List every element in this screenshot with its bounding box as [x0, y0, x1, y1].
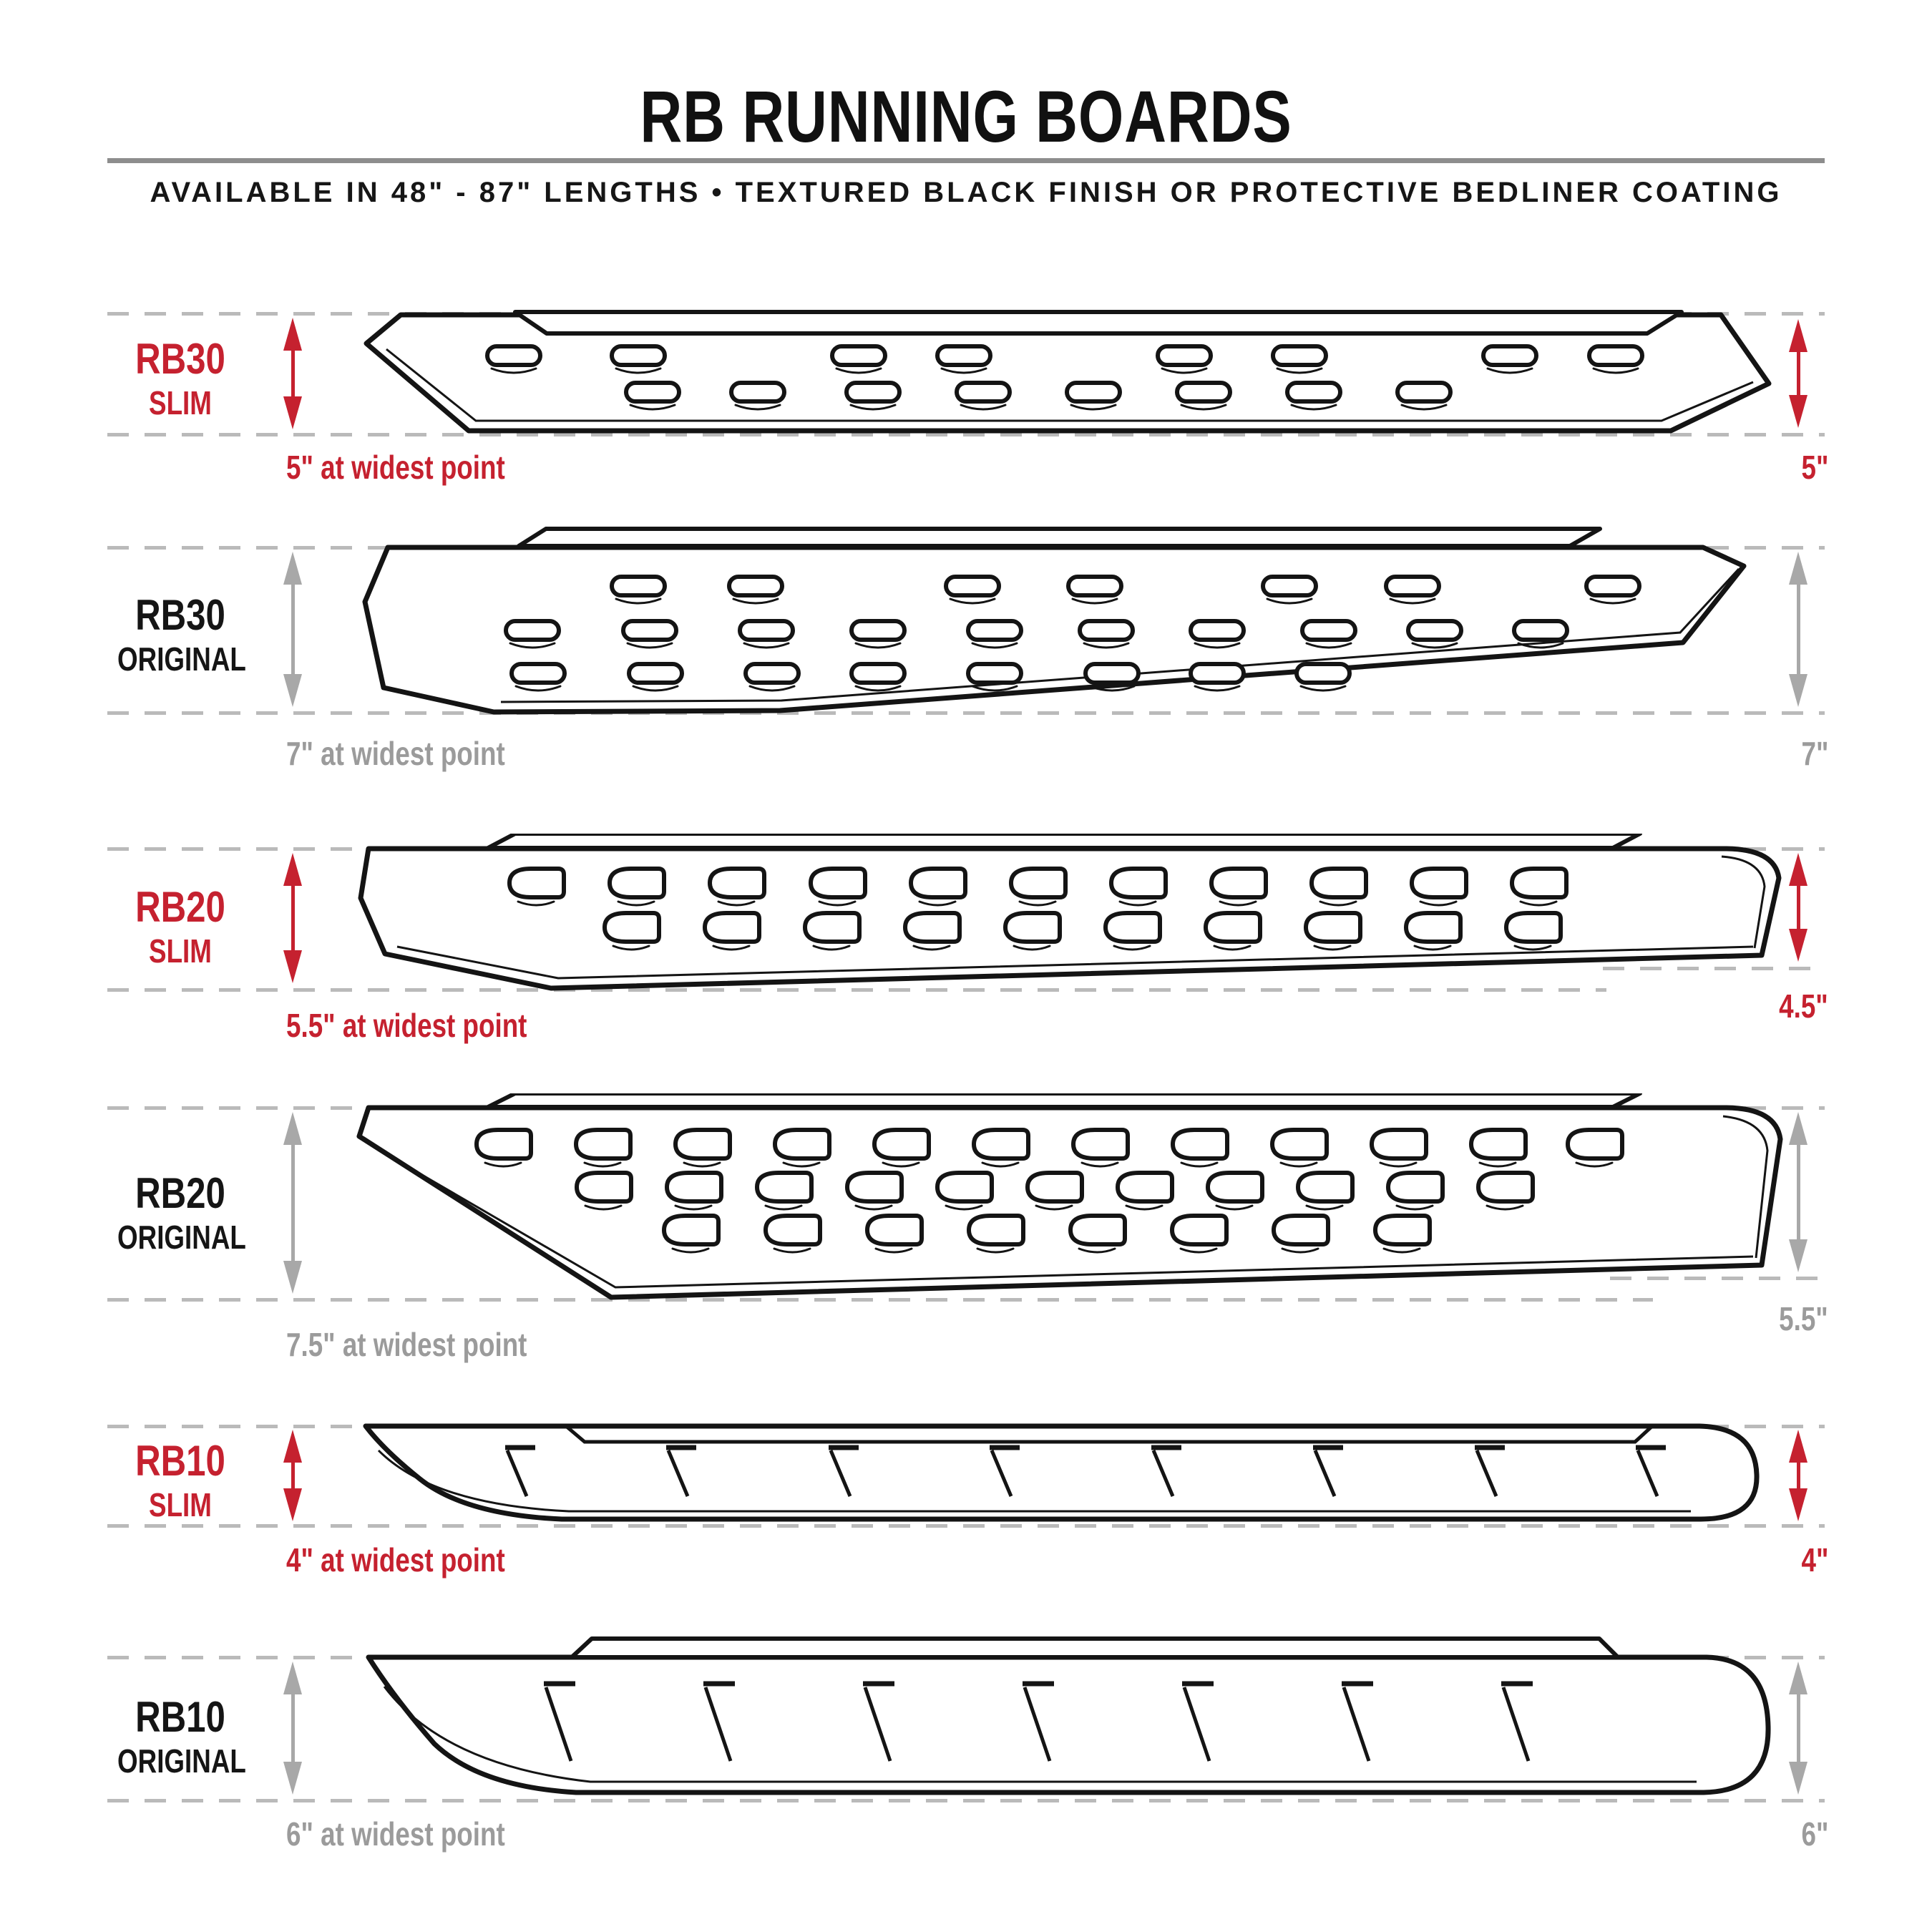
- model-name: RB10: [135, 1693, 225, 1741]
- height-arrow-left: [283, 318, 302, 429]
- page-title: RB RUNNING BOARDS: [640, 76, 1292, 157]
- widest-point-caption: 4" at widest point: [286, 1541, 505, 1579]
- rb10-original-board-drawing: [366, 1636, 1771, 1795]
- dashed-guide-line: [107, 988, 1606, 992]
- model-name: RB30: [135, 335, 225, 383]
- height-arrow-left: [283, 552, 302, 707]
- widest-point-caption: 7" at widest point: [286, 735, 505, 772]
- board-label: RB30 ORIGINAL: [102, 591, 259, 678]
- rb10-slim-board-drawing: [363, 1423, 1760, 1522]
- dashed-guide-line-right: [1610, 1277, 1825, 1280]
- widest-point-caption: 7.5" at widest point: [286, 1326, 527, 1363]
- right-height-label: 4": [1801, 1541, 1828, 1579]
- height-arrow-right: [1789, 1112, 1807, 1272]
- height-arrow-left: [283, 1662, 302, 1795]
- rb20-slim-board-drawing: [358, 834, 1782, 991]
- right-height-label: 4.5": [1779, 987, 1828, 1025]
- dashed-guide-line: [107, 1524, 1825, 1528]
- height-arrow-left: [283, 1112, 302, 1294]
- variant-name: ORIGINAL: [117, 640, 246, 678]
- dashed-guide-line-right: [1603, 967, 1825, 970]
- rb20-original-board-drawing: [356, 1093, 1783, 1300]
- board-label: RB30 SLIM: [102, 335, 259, 421]
- right-height-label: 7": [1801, 735, 1828, 772]
- dashed-guide-line: [107, 1298, 1653, 1302]
- height-arrow-left: [283, 1430, 302, 1521]
- height-arrow-right: [1789, 552, 1807, 707]
- height-arrow-right: [1789, 319, 1807, 428]
- rb30-original-board-drawing: [362, 527, 1747, 715]
- row-rb30-slim: RB30 SLIM 5" at widest point 5": [0, 308, 1932, 515]
- variant-name: SLIM: [149, 384, 212, 421]
- variant-name: ORIGINAL: [117, 1742, 246, 1780]
- right-height-label: 5": [1801, 449, 1828, 486]
- dashed-guide-line: [107, 433, 1825, 436]
- rb30-slim-board-drawing: [364, 310, 1772, 434]
- model-name: RB10: [135, 1437, 225, 1485]
- height-arrow-right: [1789, 1662, 1807, 1795]
- title-divider-rule: [107, 158, 1825, 163]
- row-rb10-slim: RB10 SLIM 4" at widest point 4": [0, 1420, 1932, 1610]
- dashed-guide-line: [107, 711, 1825, 715]
- row-rb20-original: RB20 ORIGINAL 7.5" at widest point 5.5": [0, 1093, 1932, 1376]
- widest-point-caption: 5.5" at widest point: [286, 1007, 527, 1044]
- board-label: RB20 ORIGINAL: [102, 1172, 259, 1254]
- variant-name: SLIM: [149, 932, 212, 970]
- board-label: RB10 ORIGINAL: [102, 1693, 259, 1780]
- height-arrow-left: [283, 853, 302, 983]
- row-rb20-slim: RB20 SLIM 5.5" at widest point 4.5": [0, 834, 1932, 1084]
- variant-name: ORIGINAL: [117, 1219, 246, 1256]
- height-arrow-right: [1789, 853, 1807, 962]
- widest-point-caption: 6" at widest point: [286, 1815, 505, 1853]
- dashed-guide-line: [107, 1799, 1825, 1802]
- height-arrow-right: [1789, 1430, 1807, 1521]
- right-height-label: 5.5": [1779, 1300, 1828, 1337]
- variant-name: SLIM: [149, 1486, 212, 1523]
- right-height-label: 6": [1801, 1815, 1828, 1853]
- row-rb10-original: RB10 ORIGINAL 6" at widest point 6": [0, 1635, 1932, 1871]
- model-name: RB20: [135, 883, 225, 931]
- row-rb30-original: RB30 ORIGINAL 7" at widest point 7": [0, 526, 1932, 773]
- page-subtitle: AVAILABLE IN 48" - 87" LENGTHS • TEXTURE…: [150, 177, 1782, 208]
- board-label: RB10 SLIM: [102, 1437, 259, 1523]
- board-label: RB20 SLIM: [102, 883, 259, 970]
- model-name: RB30: [135, 591, 225, 639]
- model-name: RB20: [135, 1169, 225, 1217]
- widest-point-caption: 5" at widest point: [286, 449, 505, 486]
